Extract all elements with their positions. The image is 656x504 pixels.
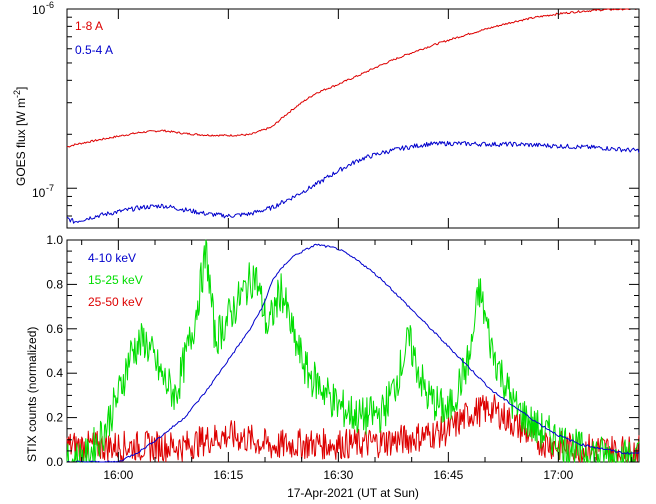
goes-ytick-label-1e-7-exp: -7 bbox=[46, 183, 54, 193]
stix-x-axis-title: 17-Apr-2021 (UT at Sun) bbox=[287, 486, 419, 500]
stix-xtick-label: 17:00 bbox=[543, 468, 573, 482]
goes-ytick-label-top: 10 -6 bbox=[32, 0, 54, 17]
stix-plot-frame bbox=[66, 239, 640, 463]
goes-ytick-label-1e-7-base: 10 bbox=[32, 186, 46, 200]
stix-legend-15-25kev: 15-25 keV bbox=[88, 273, 143, 287]
goes-ytick-label-bottom: 10 -7 bbox=[32, 183, 54, 200]
stix-ytick-label: 1.0 bbox=[46, 233, 63, 247]
stix-y-axis-title: STIX counts (normalized) bbox=[25, 327, 39, 462]
stix-xtick-label: 16:00 bbox=[103, 468, 133, 482]
goes-0-5-4a-series-line bbox=[66, 140, 640, 224]
goes-legend-0-5-4a: 0.5-4 A bbox=[75, 43, 113, 57]
stix-legend-4-10kev: 4-10 keV bbox=[88, 251, 136, 265]
stix-xtick-label: 16:30 bbox=[323, 468, 353, 482]
stix-ytick-labels: 0.0 0.2 0.4 0.6 0.8 1.0 bbox=[46, 233, 63, 469]
stix-ticks-group bbox=[67, 239, 639, 463]
goes-legend-1-8a: 1-8 A bbox=[75, 19, 103, 33]
stix-xtick-labels: 16:00 16:15 16:30 16:45 17:00 bbox=[103, 468, 573, 482]
stix-15-25kev-series-line bbox=[66, 239, 640, 463]
stix-ytick-label: 0.8 bbox=[46, 277, 63, 291]
goes-ytick-label-1e-6-exp: -6 bbox=[46, 0, 54, 10]
goes-panel: 10 -6 10 -7 GOES flux [W m-2] 1-8 A 0.5-… bbox=[12, 0, 640, 229]
stix-xtick-label: 16:15 bbox=[213, 468, 243, 482]
goes-series-group bbox=[66, 8, 640, 224]
goes-ytick-label-1e-6-base: 10 bbox=[32, 3, 46, 17]
stix-ytick-label: 0.2 bbox=[46, 411, 63, 425]
goes-ticks-group bbox=[67, 8, 639, 229]
stix-ytick-label: 0.6 bbox=[46, 322, 63, 336]
goes-plot-frame bbox=[66, 8, 640, 229]
stix-25-50kev-series-line bbox=[66, 394, 640, 463]
goes-1-8a-series-line bbox=[66, 8, 639, 148]
stix-ytick-label: 0.0 bbox=[46, 455, 63, 469]
stix-panel: 0.00.20.40.60.81.0 16:00 16:15 16:30 16:45 1… bbox=[25, 233, 640, 500]
goes-y-axis-title: GOES flux [W m-2] bbox=[12, 87, 28, 186]
stix-legend-25-50kev: 25-50 keV bbox=[88, 295, 143, 309]
stix-4-10kev-series-line bbox=[66, 243, 640, 463]
stix-ytick-label: 0.4 bbox=[46, 366, 63, 380]
stix-series-group bbox=[66, 239, 640, 463]
stix-xtick-label: 16:45 bbox=[433, 468, 463, 482]
